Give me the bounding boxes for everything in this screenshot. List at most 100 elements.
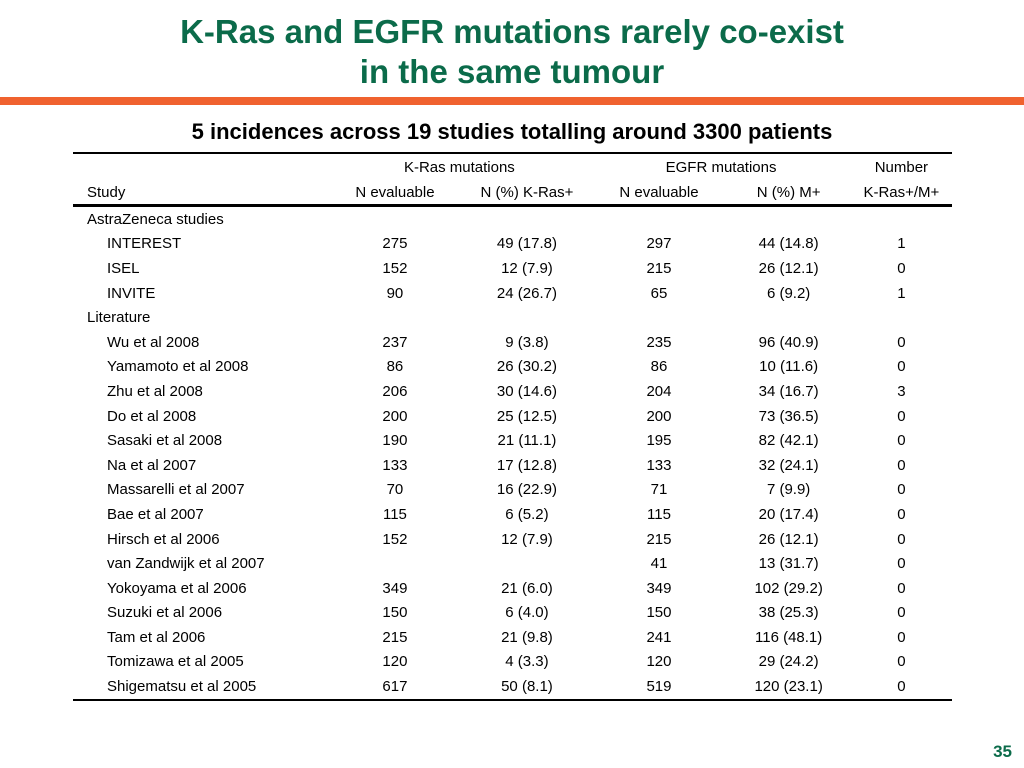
cell-egfr-positive: 82 (42.1) [758, 432, 819, 450]
column-header-egfr-positive: N (%) M+ [726, 180, 851, 207]
cell-egfr-n-evaluable: 71 [650, 481, 668, 499]
cell-egfr-n-evaluable: 215 [646, 259, 672, 277]
cell-egfr-positive: 116 (48.1) [755, 628, 823, 646]
table-row: van Zandwijk et al 2007 41 13 (31.7) 0 [73, 551, 952, 576]
cell-kras-n-evaluable: 152 [382, 530, 408, 548]
cell-egfr-n-evaluable: 241 [646, 628, 672, 646]
cell-egfr-n-evaluable: 200 [646, 407, 672, 425]
cell-egfr-positive: 10 (11.6) [759, 358, 819, 376]
cell-kras-egfr-both: 0 [897, 407, 906, 425]
group-header-egfr: EGFR mutations [665, 158, 777, 176]
table-section-row: Literature [73, 305, 952, 330]
cell-egfr-n-evaluable: 150 [646, 604, 672, 622]
cell-kras-egfr-both: 0 [897, 505, 906, 523]
column-header-kras-n-evaluable: N evaluable [327, 180, 463, 207]
cell-study: Na et al 2007 [107, 456, 197, 474]
cell-study: Sasaki et al 2008 [107, 432, 223, 450]
title-divider [0, 97, 1024, 105]
table-row: Sasaki et al 2008 190 21 (11.1) 195 82 (42.1… [73, 428, 952, 453]
cell-study: Tomizawa et al 2005 [107, 653, 244, 671]
cell-egfr-positive: 38 (25.3) [758, 604, 819, 622]
table-row: Wu et al 2008 237 9 (3.8) 235 96 (40.9) 0 [73, 330, 952, 355]
slide-subtitle: 5 incidences across 19 studies totalling… [191, 119, 833, 144]
cell-kras-egfr-both: 1 [897, 235, 906, 253]
section-label: Literature [87, 309, 151, 327]
cell-kras-positive: 25 (12.5) [496, 407, 557, 425]
cell-kras-positive: 6 (5.2) [505, 505, 549, 523]
cell-egfr-positive: 32 (24.1) [758, 456, 819, 474]
cell-kras-positive: 6 (4.0) [505, 604, 549, 622]
cell-study: Yamamoto et al 2008 [107, 358, 249, 376]
cell-egfr-n-evaluable: 120 [646, 653, 672, 671]
header-blank [73, 154, 327, 180]
cell-kras-positive: 12 (7.9) [501, 530, 553, 548]
cell-egfr-positive: 96 (40.9) [758, 333, 819, 351]
cell-egfr-positive: 6 (9.2) [766, 284, 811, 302]
cell-study: Suzuki et al 2006 [107, 604, 223, 622]
table-row: Zhu et al 2008 206 30 (14.6) 204 34 (16.7) 3 [73, 379, 952, 404]
cell-kras-n-evaluable: 115 [382, 505, 407, 523]
cell-study: INVITE [107, 284, 156, 302]
table-row: Na et al 2007 133 17 (12.8) 133 32 (24.1) 0 [73, 453, 952, 478]
cell-kras-n-evaluable: 86 [386, 358, 404, 376]
cell-egfr-n-evaluable: 235 [646, 333, 672, 351]
cell-kras-positive: 12 (7.9) [501, 259, 553, 277]
cell-kras-positive: 9 (3.8) [505, 333, 549, 351]
cell-kras-n-evaluable: 349 [382, 579, 408, 597]
table-row: Hirsch et al 2006 152 12 (7.9) 215 26 (12.1)… [73, 527, 952, 552]
cell-kras-positive: 21 (6.0) [501, 579, 553, 597]
table-row: Tomizawa et al 2005 120 4 (3.3) 120 29 (24.2… [73, 650, 952, 675]
cell-kras-n-evaluable [327, 551, 462, 576]
cell-study: Do et al 2008 [107, 407, 197, 425]
cell-egfr-positive: 26 (12.1) [758, 259, 819, 277]
cell-kras-egfr-both: 0 [897, 604, 906, 622]
section-label: AstraZeneca studies [87, 210, 224, 228]
cell-egfr-n-evaluable: 86 [650, 358, 668, 376]
table-row: INVITE 90 24 (26.7) 65 6 (9.2) 1 [73, 281, 952, 306]
cell-kras-egfr-both: 0 [897, 579, 906, 597]
cell-kras-positive: 21 (11.1) [497, 432, 557, 450]
cell-egfr-n-evaluable: 115 [647, 505, 671, 523]
table-row: INTEREST 275 49 (17.8) 297 44 (14.8) 1 [73, 232, 952, 257]
cell-study: Shigematsu et al 2005 [73, 674, 328, 701]
cell-egfr-positive: 102 (29.2) [754, 579, 823, 597]
cell-kras-n-evaluable: 133 [382, 456, 408, 474]
cell-egfr-positive: 29 (24.2) [758, 653, 819, 671]
cell-egfr-positive: 13 (31.7) [758, 555, 819, 573]
table-row: Bae et al 2007 115 6 (5.2) 115 20 (17.4) 0 [73, 502, 952, 527]
cell-kras-egfr-both: 0 [897, 333, 906, 351]
cell-kras-egfr-both: 0 [897, 456, 906, 474]
cell-kras-egfr-both: 0 [897, 481, 906, 499]
cell-kras-egfr-both: 3 [897, 382, 906, 400]
cell-study: Wu et al 2008 [107, 333, 200, 351]
cell-kras-egfr-both: 0 [897, 432, 906, 450]
mutation-table: K-Ras mutations EGFR mutations Number St… [73, 152, 952, 701]
column-header-egfr-n-evaluable: N evaluable [591, 180, 727, 207]
cell-kras-positive: 49 (17.8) [496, 235, 557, 253]
cell-kras-n-evaluable: 150 [382, 604, 408, 622]
cell-kras-positive: 4 (3.3) [505, 653, 549, 671]
cell-egfr-positive: 120 (23.1) [726, 674, 851, 701]
cell-kras-n-evaluable: 215 [382, 628, 408, 646]
table-section-row: AstraZeneca studies [73, 206, 952, 232]
cell-egfr-n-evaluable: 133 [646, 456, 672, 474]
cell-egfr-n-evaluable: 204 [646, 382, 672, 400]
group-header-kras: K-Ras mutations [403, 158, 515, 176]
cell-egfr-n-evaluable: 349 [646, 579, 672, 597]
cell-egfr-n-evaluable: 297 [646, 235, 672, 253]
cell-egfr-positive: 7 (9.9) [766, 481, 811, 499]
table-row: Massarelli et al 2007 70 16 (22.9) 71 7 (9.9… [73, 478, 952, 503]
cell-kras-egfr-both: 0 [897, 653, 906, 671]
cell-kras-egfr-both: 0 [850, 674, 952, 701]
cell-egfr-positive: 20 (17.4) [758, 505, 819, 523]
page-number: 35 [993, 742, 1012, 761]
cell-kras-positive: 26 (30.2) [496, 358, 557, 376]
cell-kras-n-evaluable: 237 [382, 333, 408, 351]
column-header-kras-egfr-both: K-Ras+/M+ [850, 180, 952, 207]
cell-egfr-positive: 44 (14.8) [758, 235, 819, 253]
cell-study: Hirsch et al 2006 [107, 530, 220, 548]
cell-kras-positive: 21 (9.8) [501, 628, 553, 646]
table-row: Tam et al 2006 215 21 (9.8) 241 116 (48.1) 0 [73, 625, 952, 650]
cell-kras-positive: 24 (26.7) [496, 284, 557, 302]
cell-kras-n-evaluable: 120 [382, 653, 408, 671]
